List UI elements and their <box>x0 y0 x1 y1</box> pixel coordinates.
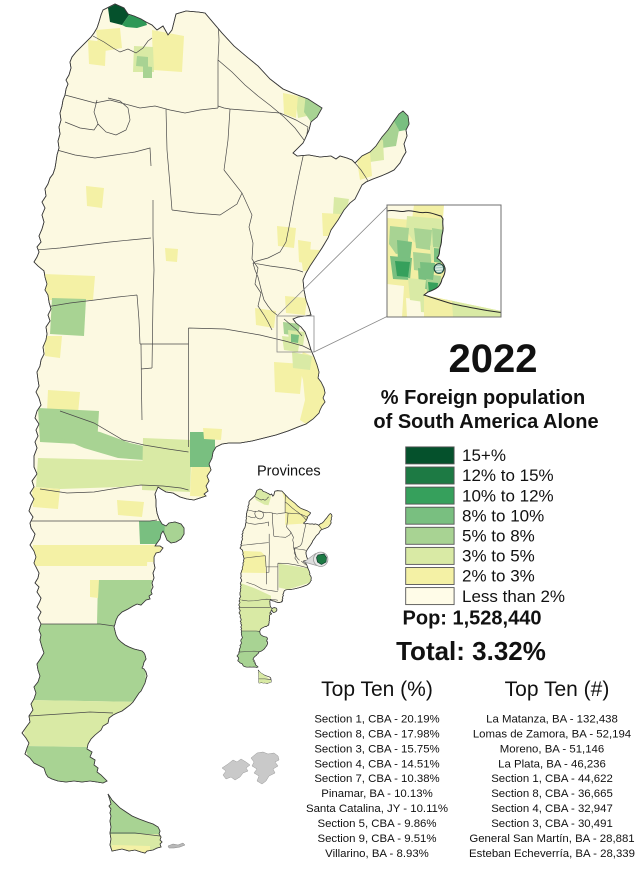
svg-text:Esteban Echeverría, BA - 28,33: Esteban Echeverría, BA - 28,339 <box>469 848 635 860</box>
svg-text:of South America Alone: of South America Alone <box>373 411 598 433</box>
svg-text:Moreno, BA - 51,146: Moreno, BA - 51,146 <box>500 743 604 755</box>
svg-text:Top Ten (#): Top Ten (#) <box>505 678 610 701</box>
svg-text:% Foreign population: % Foreign population <box>381 387 585 409</box>
svg-text:15+%: 15+% <box>462 446 506 465</box>
svg-text:General San Martín, BA - 28,88: General San Martín, BA - 28,881 <box>469 833 634 845</box>
svg-text:Section 7, CBA - 10.38%: Section 7, CBA - 10.38% <box>314 773 439 785</box>
svg-text:Section 9, CBA - 9.51%: Section 9, CBA - 9.51% <box>317 833 436 845</box>
svg-text:Santa Catalina, JY - 10.11%: Santa Catalina, JY - 10.11% <box>306 803 448 815</box>
svg-text:Section 8, CBA - 36,665: Section 8, CBA - 36,665 <box>491 788 613 800</box>
svg-text:2% to 3%: 2% to 3% <box>462 567 535 586</box>
svg-text:Pinamar, BA - 10.13%: Pinamar, BA - 10.13% <box>321 788 432 800</box>
svg-text:10% to 12%: 10% to 12% <box>462 486 554 505</box>
svg-text:Villarino, BA - 8.93%: Villarino, BA - 8.93% <box>325 848 429 860</box>
svg-text:8% to 10%: 8% to 10% <box>462 506 544 525</box>
svg-text:Section 3, CBA - 15.75%: Section 3, CBA - 15.75% <box>314 743 439 755</box>
svg-text:La Matanza, BA - 132,438: La Matanza, BA - 132,438 <box>486 714 618 726</box>
svg-text:Section 8, CBA - 17.98%: Section 8, CBA - 17.98% <box>314 728 439 740</box>
svg-text:Lomas de Zamora, BA - 52,194: Lomas de Zamora, BA - 52,194 <box>473 728 631 740</box>
svg-text:12% to 15%: 12% to 15% <box>462 466 554 485</box>
svg-text:Total: 3.32%: Total: 3.32% <box>396 636 546 666</box>
svg-text:Provinces: Provinces <box>257 464 321 480</box>
svg-text:Less than 2%: Less than 2% <box>462 587 565 606</box>
svg-text:Section 5, CBA - 9.86%: Section 5, CBA - 9.86% <box>317 818 436 830</box>
svg-text:Section 4, CBA - 32,947: Section 4, CBA - 32,947 <box>491 803 613 815</box>
svg-text:2022: 2022 <box>449 337 538 381</box>
svg-text:Section 1, CBA - 44,622: Section 1, CBA - 44,622 <box>491 773 613 785</box>
svg-text:Section 4, CBA - 14.51%: Section 4, CBA - 14.51% <box>314 758 439 770</box>
svg-text:Section 1, CBA - 20.19%: Section 1, CBA - 20.19% <box>314 714 439 726</box>
svg-text:Top Ten (%): Top Ten (%) <box>321 678 433 701</box>
svg-text:5% to 8%: 5% to 8% <box>462 527 535 546</box>
svg-text:La Plata, BA - 46,236: La Plata, BA - 46,236 <box>498 758 606 770</box>
svg-text:Pop: 1,528,440: Pop: 1,528,440 <box>403 608 542 630</box>
svg-text:Section 3, CBA - 30,491: Section 3, CBA - 30,491 <box>491 818 613 830</box>
svg-text:3% to 5%: 3% to 5% <box>462 547 535 566</box>
